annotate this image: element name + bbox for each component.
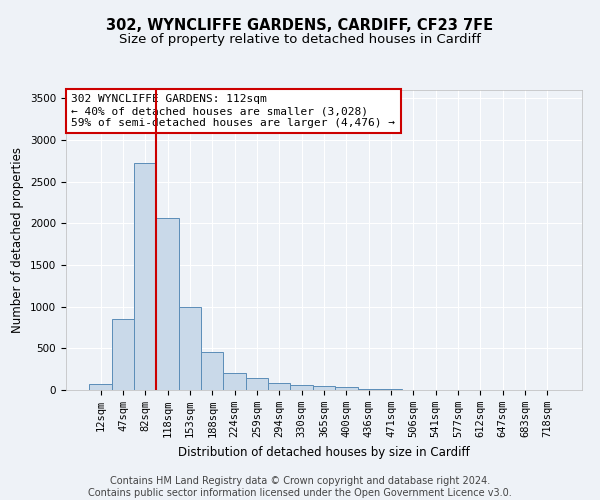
Bar xyxy=(335,387,358,390)
Y-axis label: Number of detached properties: Number of detached properties xyxy=(11,147,25,333)
Bar xyxy=(157,218,179,390)
Bar xyxy=(290,385,313,390)
Bar xyxy=(89,384,112,390)
Bar xyxy=(112,319,134,390)
Bar xyxy=(223,372,246,390)
Bar xyxy=(201,352,223,390)
Bar xyxy=(358,389,380,390)
X-axis label: Distribution of detached houses by size in Cardiff: Distribution of detached houses by size … xyxy=(178,446,470,458)
Bar xyxy=(134,162,157,390)
Bar xyxy=(313,386,335,390)
Text: Size of property relative to detached houses in Cardiff: Size of property relative to detached ho… xyxy=(119,32,481,46)
Text: 302, WYNCLIFFE GARDENS, CARDIFF, CF23 7FE: 302, WYNCLIFFE GARDENS, CARDIFF, CF23 7F… xyxy=(106,18,494,32)
Bar xyxy=(268,384,290,390)
Text: Contains HM Land Registry data © Crown copyright and database right 2024.
Contai: Contains HM Land Registry data © Crown c… xyxy=(88,476,512,498)
Text: 302 WYNCLIFFE GARDENS: 112sqm
← 40% of detached houses are smaller (3,028)
59% o: 302 WYNCLIFFE GARDENS: 112sqm ← 40% of d… xyxy=(71,94,395,128)
Bar xyxy=(179,306,201,390)
Bar xyxy=(246,378,268,390)
